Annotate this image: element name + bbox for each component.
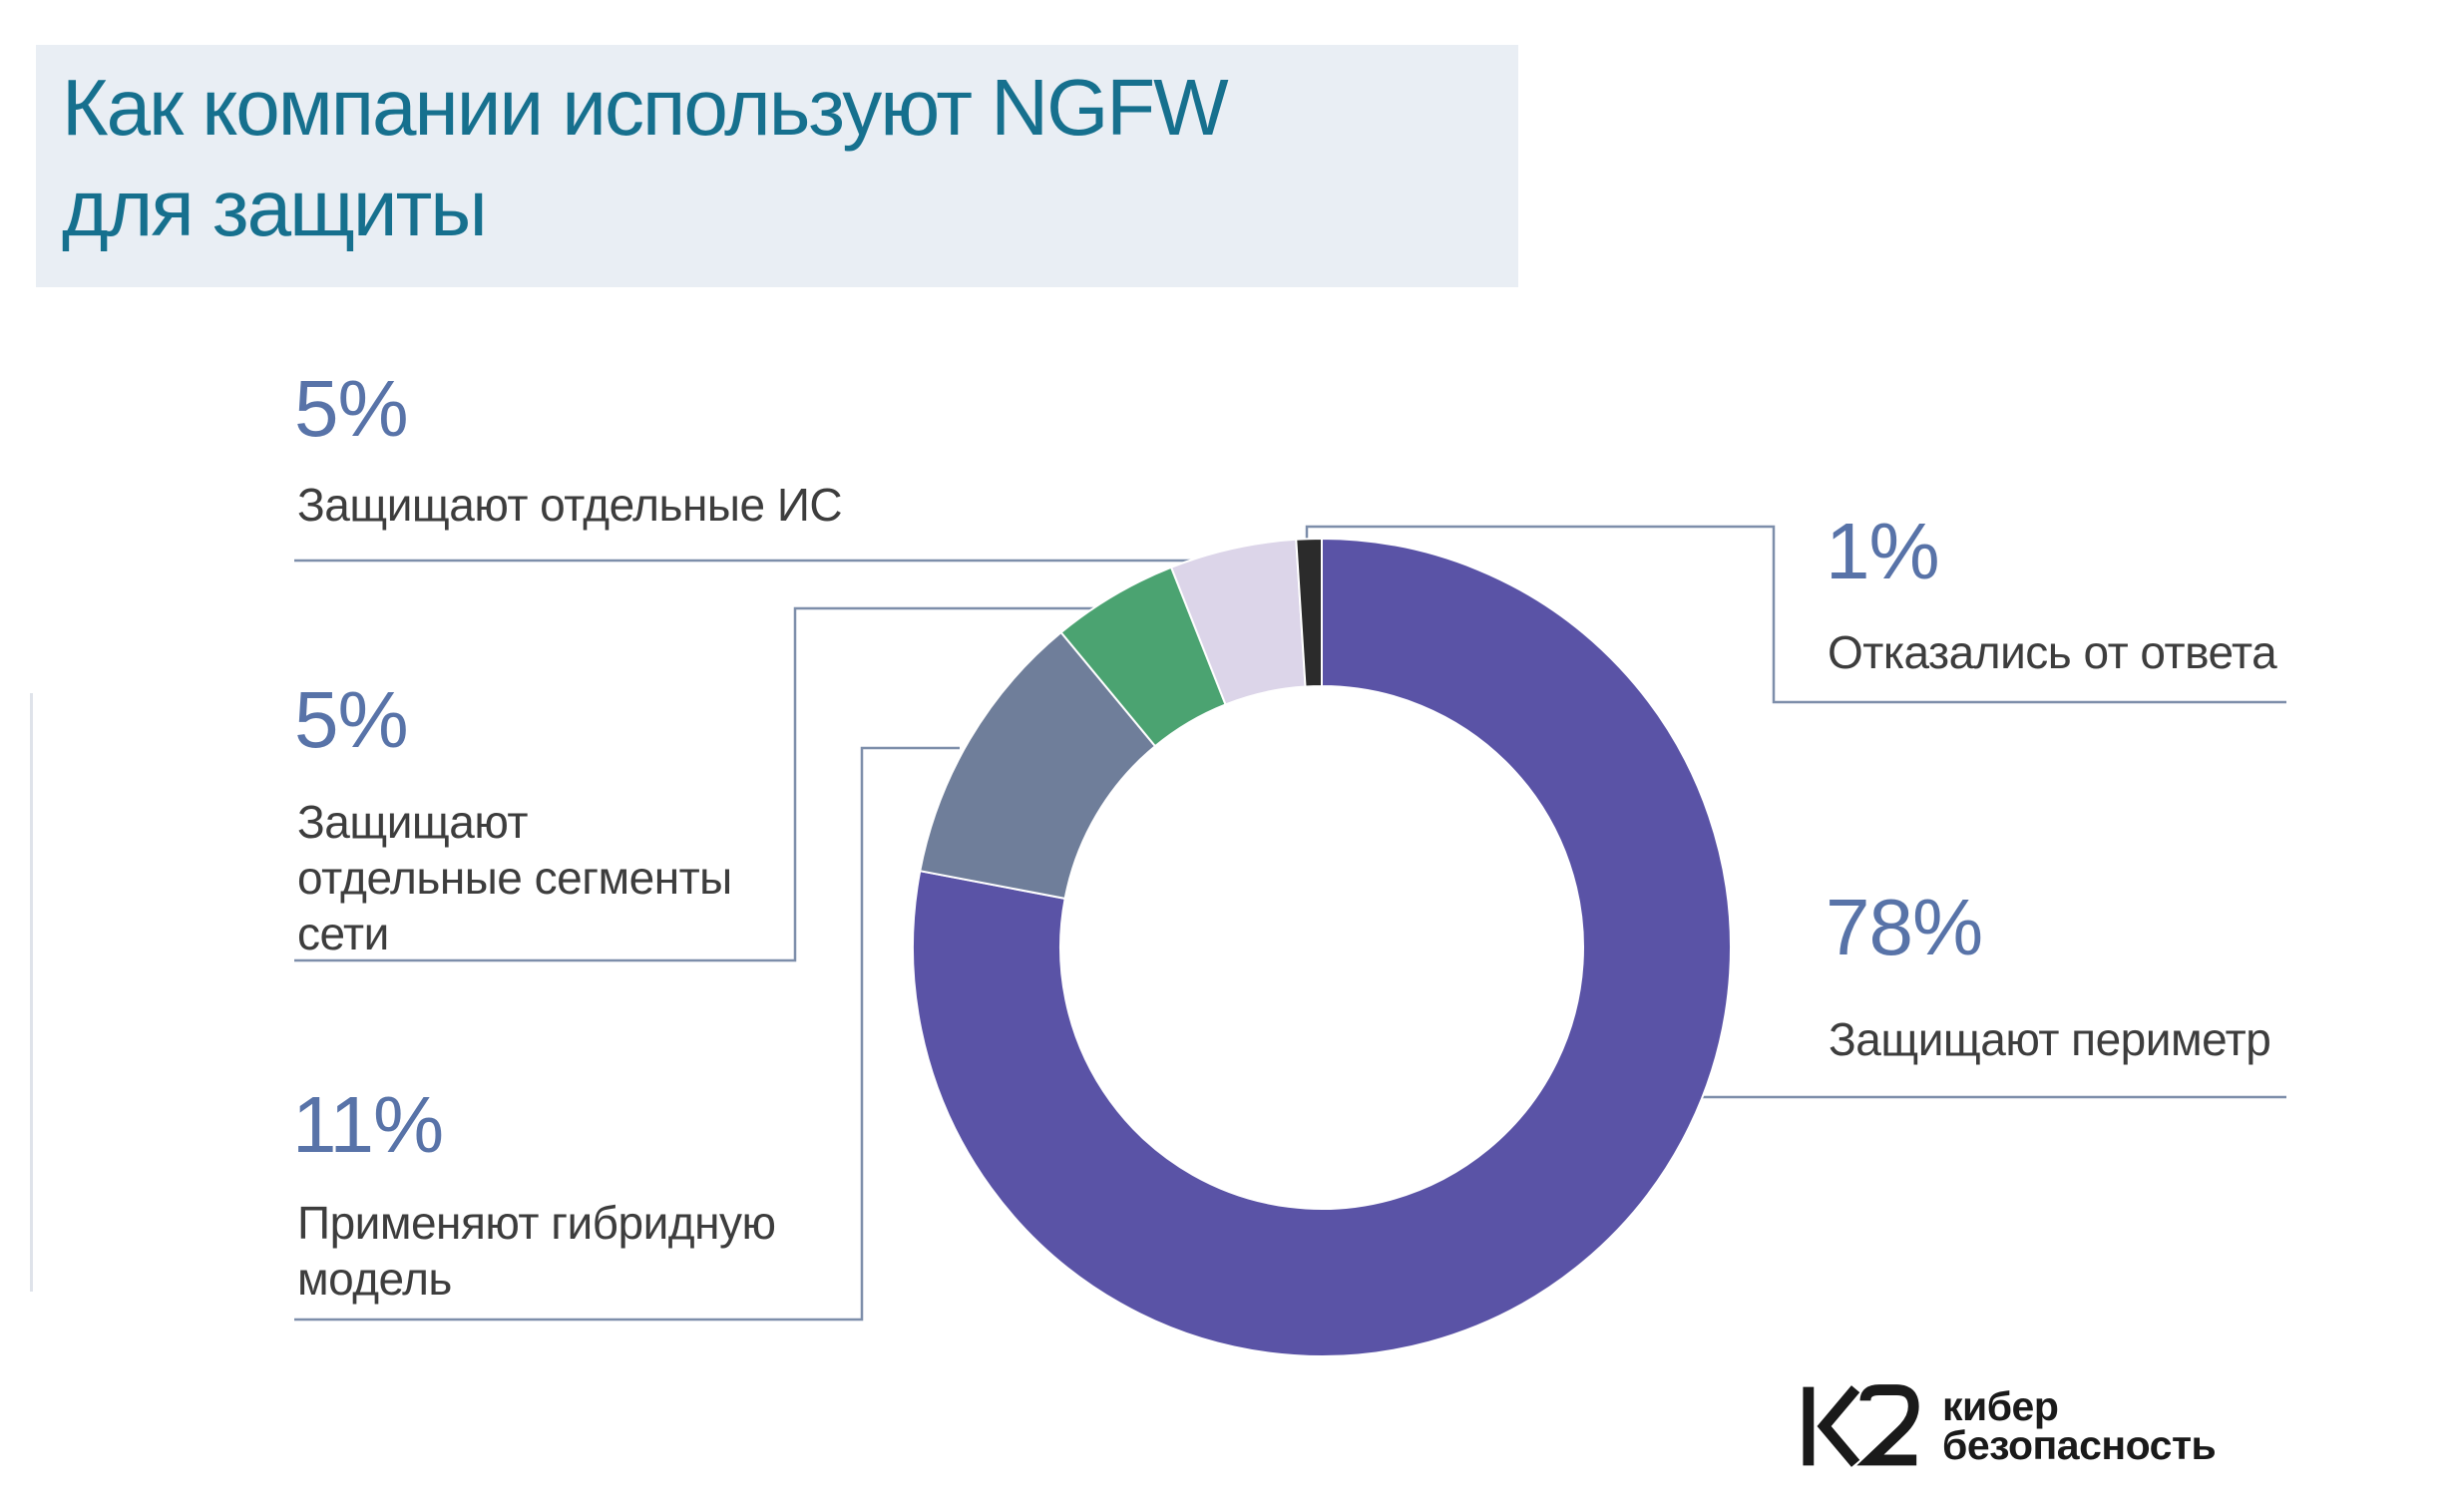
k2-logo-text: кибер безопасность — [1942, 1383, 2217, 1468]
left-edge-strip — [30, 693, 33, 1292]
callout-pct-is: 5% — [294, 364, 409, 453]
callout-pct-perimeter: 78% — [1826, 883, 1983, 971]
k2-logo-line1: кибер — [1942, 1383, 2059, 1430]
callout-label-hybrid: Применяют гибридную модель — [297, 1197, 776, 1306]
callout-pct-hybrid: 11% — [292, 1080, 444, 1169]
leader-lines — [294, 525, 2286, 1322]
callout-label-refused: Отказались от ответа — [1828, 626, 2277, 678]
title-band — [36, 45, 1518, 287]
callout-label-segments: Защищают отдельные сегменты сети — [297, 796, 732, 960]
k2-logo: кибер безопасность — [1799, 1381, 2217, 1471]
k2-logo-line2: безопасность — [1942, 1422, 2217, 1468]
donut-slice — [912, 537, 1732, 1357]
callout-pct-refused: 1% — [1826, 507, 1940, 595]
leader-line-segments — [294, 606, 1117, 962]
callout-pct-segments: 5% — [294, 675, 409, 764]
callout-label-is: Защищают отдельные ИС — [297, 479, 843, 531]
donut-slice — [1295, 537, 1323, 688]
donut-slices — [912, 537, 1732, 1357]
leader-line-hybrid — [294, 746, 960, 1322]
k2-logo-mark-icon — [1803, 1384, 1919, 1467]
page-title: Как компании используют NGFW для защиты — [62, 63, 1229, 252]
leader-line-refused — [1305, 525, 2286, 704]
callout-label-perimeter: Защищают периметр — [1829, 1013, 2271, 1065]
